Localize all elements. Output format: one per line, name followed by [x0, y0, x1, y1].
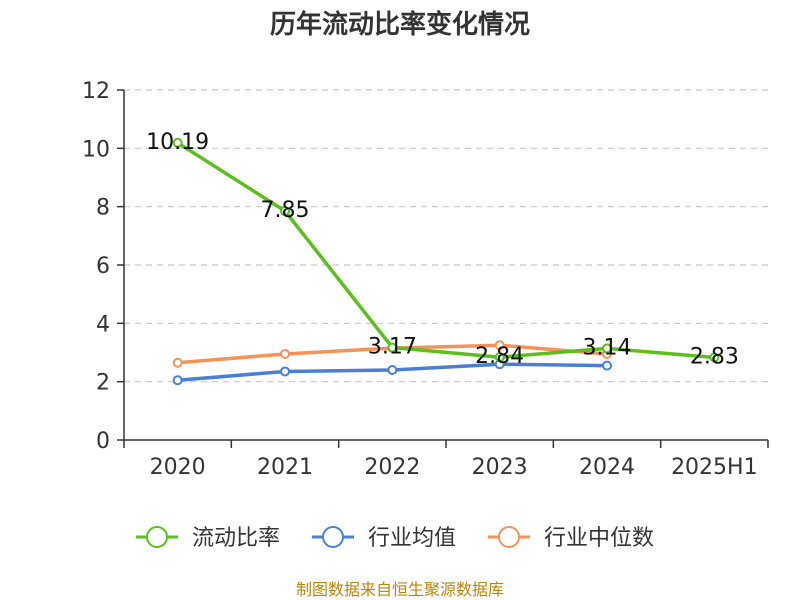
axes: 0 2 4 6 8 10 12 2020 2021 2022 2023 2024 2025H1: [82, 79, 769, 480]
data-label: 2.83: [690, 344, 739, 369]
data-point: [280, 206, 290, 217]
x-tick-label: 2022: [364, 455, 420, 480]
y-tick-label: 6: [96, 254, 110, 279]
legend-marker: [322, 526, 344, 548]
data-label: 2.84: [475, 344, 524, 369]
data-point: [494, 352, 505, 363]
chart-title: 历年流动比率变化情况: [270, 9, 530, 40]
legend-marker: [146, 526, 168, 548]
legend-label: 行业中位数: [544, 526, 654, 551]
data-label: 10.19: [146, 130, 209, 155]
data-point: [709, 352, 720, 363]
data-label: 7.85: [261, 198, 310, 223]
data-point: [280, 348, 290, 359]
y-tick-label: 4: [96, 312, 110, 337]
x-tick-label: 2025H1: [671, 455, 758, 480]
data-point: [602, 360, 612, 371]
data-point: [172, 137, 183, 148]
y-tick-label: 10: [82, 137, 110, 162]
x-tick-label: 2024: [579, 455, 635, 480]
x-tick-label: 2020: [150, 455, 206, 480]
data-label: 3.14: [583, 335, 632, 360]
data-point: [387, 342, 398, 353]
data-point: [280, 366, 290, 377]
x-tick-label: 2023: [472, 455, 528, 480]
x-tick-label: 2021: [257, 455, 313, 480]
source-note: 制图数据来自恒生聚源数据库: [296, 580, 504, 599]
grid-lines: [124, 89, 768, 383]
data-point: [387, 365, 398, 375]
legend-item[interactable]: 行业均值: [312, 526, 456, 551]
legend: 流动比率 行业均值 行业中位数: [136, 526, 654, 551]
legend-item[interactable]: 行业中位数: [488, 526, 654, 551]
legend-marker: [498, 526, 520, 548]
data-labels: 10.19 7.85 3.17 2.84 3.14 2.83: [146, 130, 739, 370]
data-point: [172, 375, 183, 386]
y-tick-label: 12: [82, 79, 110, 104]
legend-item[interactable]: 流动比率: [136, 526, 280, 551]
y-tick-label: 2: [96, 371, 110, 396]
data-point: [602, 343, 612, 354]
y-tick-label: 0: [96, 429, 110, 454]
legend-label: 流动比率: [192, 526, 280, 551]
data-label: 3.17: [368, 335, 417, 360]
series-line: [176, 141, 715, 360]
y-tick-label: 8: [96, 196, 110, 221]
series-group: [172, 137, 720, 386]
data-point: [172, 357, 183, 368]
legend-label: 行业均值: [368, 526, 456, 551]
data-point: [494, 340, 505, 351]
